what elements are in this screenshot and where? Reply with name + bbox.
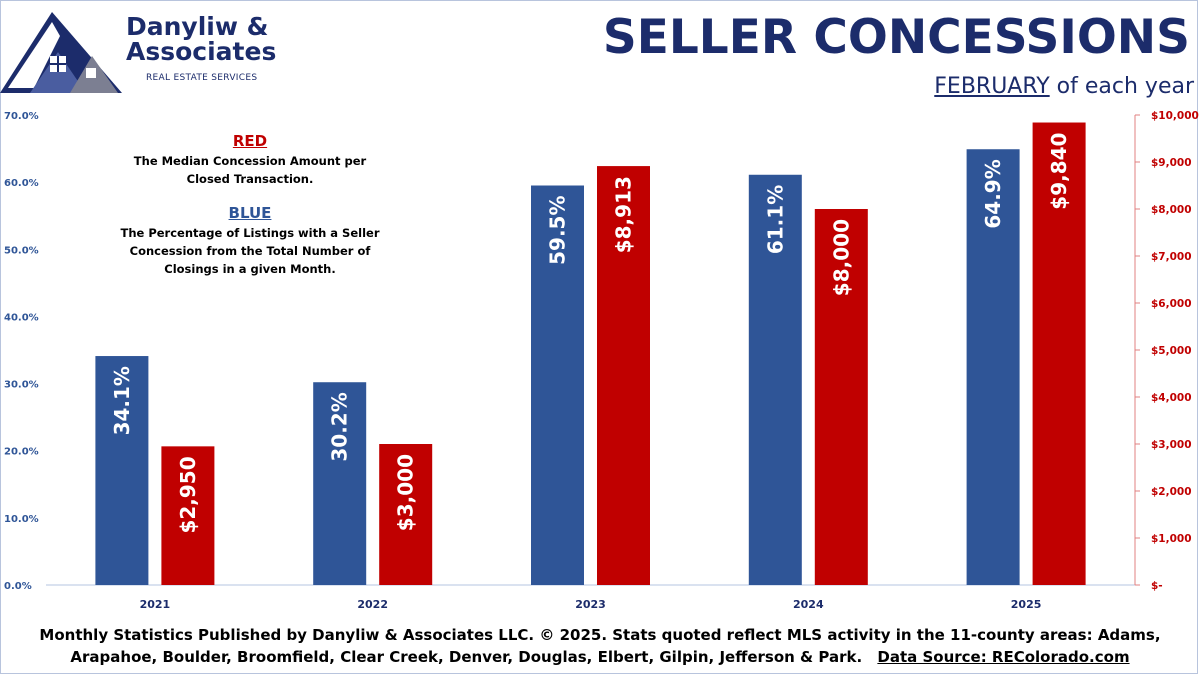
concession-amount-bar (1032, 122, 1086, 586)
logo-window-small (86, 68, 96, 78)
subtitle-rest: of each year (1056, 74, 1194, 99)
logo-house-mid (30, 52, 86, 93)
percentage-data-label: 34.1% (110, 366, 134, 435)
concession-amount-data-label: $3,000 (394, 454, 418, 531)
right-axis-tick-label: $3,000 (1151, 439, 1192, 451)
percentage-bar (313, 382, 367, 585)
left-axis-tick-label: 40.0% (4, 312, 39, 323)
legend-red-heading: RED (232, 132, 268, 150)
percentage-data-label: 59.5% (546, 196, 570, 265)
right-axis-tick-label: $2,000 (1151, 486, 1192, 498)
percentage-data-label: 30.2% (328, 392, 352, 461)
right-axis-tick-label: $8,000 (1151, 204, 1192, 216)
percentage-data-label: 64.9% (981, 159, 1005, 228)
right-axis-tick-label: $6,000 (1151, 298, 1192, 310)
right-axis-tick-label: $1,000 (1151, 533, 1192, 545)
percentage-bar (531, 185, 584, 585)
concession-amount-data-label: $2,950 (176, 456, 200, 533)
page-title: SELLER CONCESSIONS (602, 10, 1190, 65)
data-source-link[interactable]: Data Source: REColorado.com (877, 648, 1130, 666)
brand-name: Danyliw & Associates (126, 12, 277, 66)
legend-blue-heading: BLUE (228, 204, 272, 222)
logo-roof-highlight (8, 22, 60, 88)
left-axis-tick-label: 20.0% (4, 447, 39, 458)
x-axis-category-label: 2022 (357, 598, 388, 611)
footer-text: Monthly Statistics Published by Danyliw … (39, 626, 1161, 666)
x-axis-category-label: 2023 (575, 598, 606, 611)
concession-amount-bar (379, 444, 433, 585)
x-axis-category-label: 2024 (793, 598, 824, 611)
concession-amount-data-label: $8,913 (612, 176, 636, 253)
right-axis-tick-label: $9,000 (1151, 157, 1192, 169)
left-axis-tick-label: 60.0% (4, 178, 39, 189)
brand-tagline: REAL ESTATE SERVICES (146, 73, 258, 83)
legend: RED The Median Concession Amount per Clo… (120, 132, 380, 278)
right-axis-tick-label: $5,000 (1151, 345, 1192, 357)
percentage-bar (95, 356, 149, 585)
percentage-bar (748, 174, 802, 585)
percentage-data-label: 61.1% (763, 185, 787, 254)
page-subtitle: FEBRUARY of each year (934, 74, 1194, 99)
concession-amount-bar (597, 166, 650, 586)
left-axis-tick-label: 30.0% (4, 380, 39, 391)
footer: Monthly Statistics Published by Danyliw … (20, 624, 1180, 668)
legend-red-text: The Median Concession Amount per Closed … (133, 154, 367, 186)
left-axis-tick-label: 50.0% (4, 245, 39, 256)
left-axis-tick-label: 10.0% (4, 514, 39, 525)
x-axis-category-label: 2021 (140, 598, 171, 611)
right-axis-tick-label: $10,000 (1151, 110, 1199, 122)
right-axis-tick-label: $4,000 (1151, 392, 1192, 404)
concession-amount-data-label: $8,000 (829, 219, 853, 296)
legend-blue-text: The Percentage of Listings with a Seller… (120, 226, 380, 276)
left-axis-tick-label: 0.0% (4, 581, 32, 592)
right-axis-tick-label: $- (1151, 580, 1163, 592)
concession-amount-data-label: $9,840 (1047, 133, 1071, 210)
x-axis-category-label: 2025 (1011, 598, 1042, 611)
percentage-bar (966, 149, 1020, 585)
company-logo (0, 12, 122, 93)
subtitle-month: FEBRUARY (934, 74, 1050, 99)
concession-amount-bar (161, 446, 215, 585)
concession-amount-bar (814, 209, 868, 585)
right-axis-tick-label: $7,000 (1151, 251, 1192, 263)
left-axis-tick-label: 70.0% (4, 111, 39, 122)
